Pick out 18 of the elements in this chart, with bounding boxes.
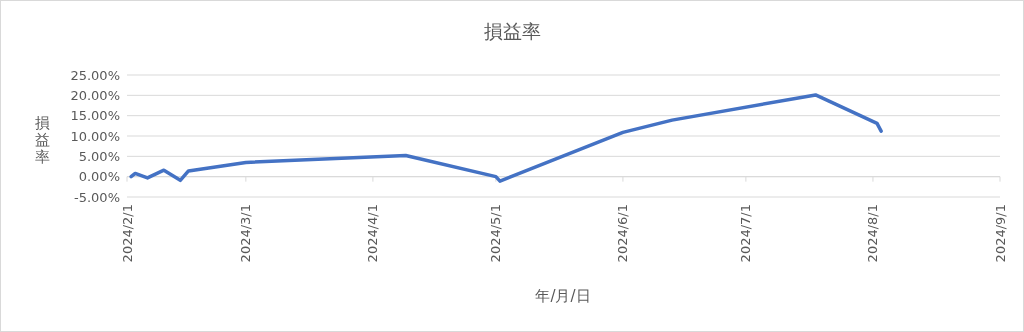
x-tick-label: 2024/8/1 [865, 204, 881, 263]
x-tick-label: 2024/2/1 [119, 204, 135, 263]
x-tick-label: 2024/5/1 [488, 204, 504, 263]
x-tick-label: 2024/3/1 [238, 204, 254, 263]
y-tick-label: 15.00% [70, 108, 120, 124]
x-tick-label: 2024/6/1 [615, 204, 631, 263]
y-tick-label: 25.00% [70, 67, 120, 83]
x-tick-label: 2024/4/1 [365, 204, 381, 263]
y-tick-label: 10.00% [70, 128, 120, 144]
x-tick-label: 2024/7/1 [738, 204, 754, 263]
y-tick-label: 20.00% [70, 87, 120, 103]
x-tick-label: 2024/9/1 [992, 204, 1008, 263]
y-tick-label: 0.00% [78, 169, 120, 185]
chart-title: 損益率 [483, 20, 541, 42]
x-axis-title: 年/月/日 [535, 287, 591, 305]
y-tick-label: 5.00% [78, 148, 120, 164]
y-tick-label: -5.00% [74, 189, 120, 205]
y-axis-title: 損益率 [34, 114, 50, 166]
